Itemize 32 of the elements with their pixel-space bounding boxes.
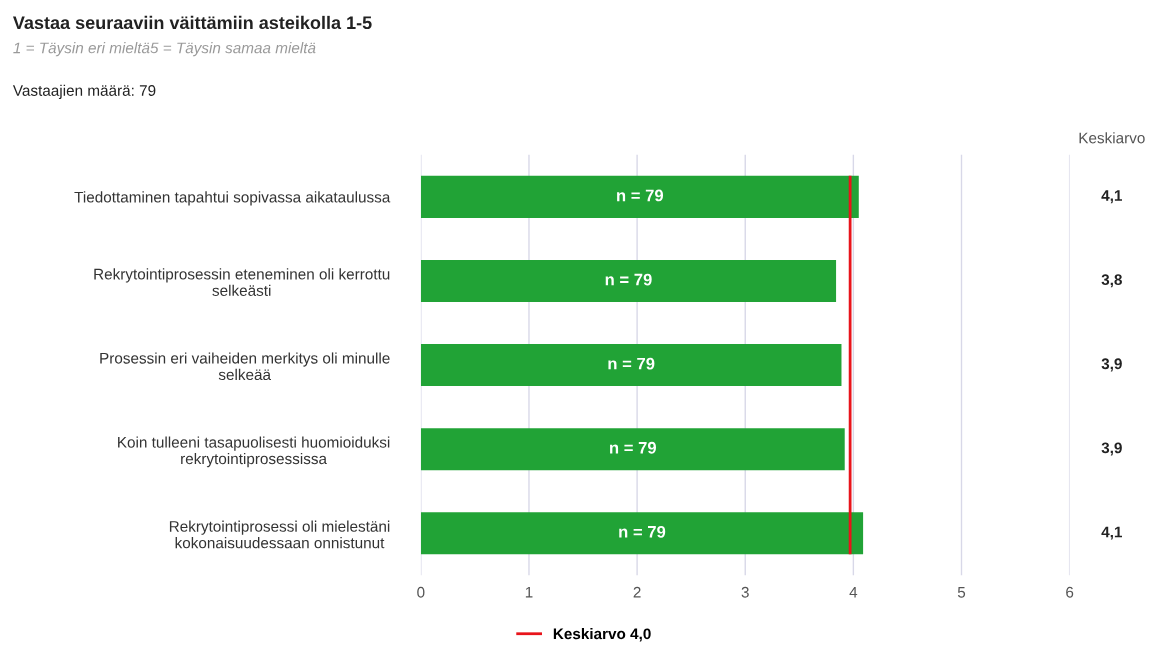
- data-label: 3,8: [1101, 274, 1122, 288]
- data-label: 4,1: [1101, 526, 1122, 540]
- y-tick-label: Rekrytointiprosessin eteneminen oli kerrottu selkeästi: [94, 268, 390, 296]
- x-tick-label: 3: [741, 586, 749, 598]
- bar: [420, 344, 842, 387]
- text: Vastaajien määrä: 79: [12, 84, 156, 99]
- y-tick-label: Prosessin eri vaiheiden merkitys oli minulle selkeää: [100, 352, 390, 381]
- y-tick-label: Rekrytointiprosessi oli mielestäni kokonaisuudessaan onnistunut: [169, 520, 390, 549]
- y-tick-label: Koin tulleeni tasapuolisesti huomioiduksi rekrytointiprosessissa: [118, 436, 390, 468]
- bar: [420, 175, 859, 218]
- x-tick-label: 6: [1066, 586, 1074, 598]
- x-tick-label: 4: [849, 586, 858, 598]
- x-tick-label: 5: [957, 586, 966, 598]
- data-label: 3,9: [1101, 358, 1122, 372]
- bar: [420, 259, 837, 302]
- x-tick-label: 1: [525, 586, 533, 598]
- bar: [420, 428, 845, 471]
- y-tick-label: Tiedottaminen tapahtui sopivassa aikataulussa: [74, 191, 391, 206]
- annotation: n = 79: [610, 441, 657, 454]
- bar: [420, 512, 864, 555]
- annotation: n = 79: [619, 525, 666, 538]
- text: Keskiarvo: [1079, 132, 1145, 144]
- text: 1 = Täysin eri mieltä5 = Täysin samaa mieltä: [13, 42, 316, 57]
- data-label: 3,9: [1101, 442, 1122, 456]
- annotation: n = 79: [617, 189, 664, 202]
- annotation: n = 79: [605, 273, 652, 286]
- data-label: 4,1: [1101, 190, 1122, 204]
- legend-label: Keskiarvo 4,0: [553, 628, 651, 642]
- x-tick-label: 2: [633, 586, 641, 598]
- text: Vastaa seuraaviin väittämiin asteikolla 1-5: [12, 15, 372, 30]
- annotation: n = 79: [608, 357, 655, 370]
- x-tick-label: 0: [417, 586, 425, 598]
